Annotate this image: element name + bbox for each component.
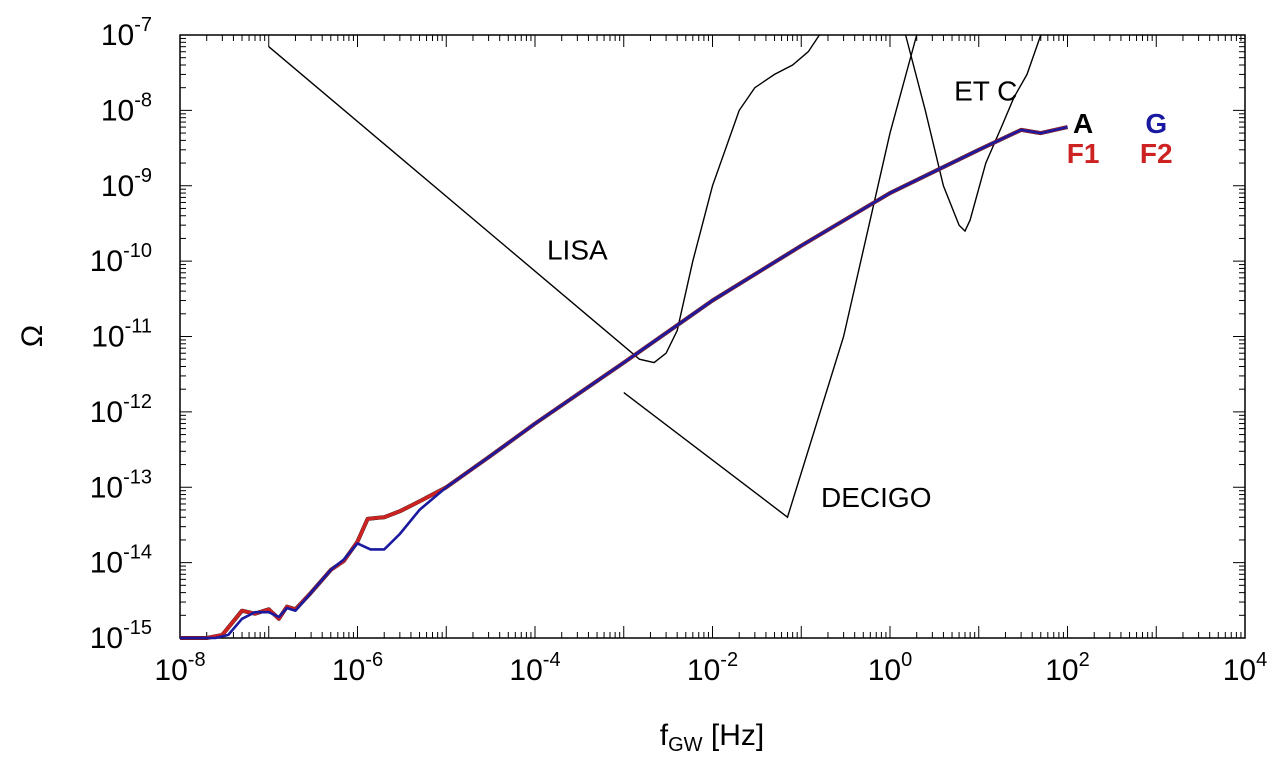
tick-labels: 10-8 10-6 10-4 10-2 100 102 104 10-7 10-8 10-9 10-…	[90, 14, 1268, 687]
annotation-et-c: ET C	[954, 76, 1017, 107]
annotation-f1: F1	[1067, 138, 1100, 169]
x-axis-label: fGW [Hz]	[660, 719, 764, 756]
x-tick-label: 10-2	[687, 649, 738, 687]
curve-annotations: LISA DECIGO ET C A G F1 F2	[547, 76, 1173, 513]
x-tick-label: 10-8	[154, 649, 205, 687]
y-tick-label: 10-8	[101, 89, 152, 127]
y-axis-label: Ω	[16, 325, 49, 347]
y-tick-label: 10-13	[90, 466, 152, 504]
y-tick-label: 10-14	[90, 542, 152, 580]
annotation-a: A	[1073, 108, 1093, 139]
y-tick-label: 10-10	[90, 240, 152, 278]
sensitivity-curve-et-c	[904, 34, 1042, 233]
sensitivity-curve-lisa	[268, 34, 820, 364]
x-tick-label: 10-6	[332, 649, 383, 687]
annotation-g: G	[1145, 108, 1167, 139]
data-series	[180, 125, 1068, 640]
sensitivity-curves	[268, 34, 1042, 519]
y-tick-label: 10-9	[101, 165, 152, 203]
annotation-f2: F2	[1140, 138, 1173, 169]
y-tick-label: 10-12	[90, 391, 152, 429]
y-tick-label: 10-11	[91, 316, 152, 354]
axis-ticks	[179, 34, 1246, 639]
y-tick-label: 10-15	[90, 617, 152, 655]
x-tick-label: 100	[868, 649, 913, 687]
sensitivity-curve-decigo	[623, 34, 918, 519]
y-tick-label: 10-7	[101, 14, 152, 52]
x-tick-label: 102	[1045, 649, 1090, 687]
x-tick-label: 104	[1223, 649, 1268, 687]
x-tick-label: 10-4	[509, 649, 560, 687]
annotation-decigo: DECIGO	[821, 482, 931, 513]
series-line-g	[180, 125, 1068, 640]
annotation-lisa: LISA	[547, 235, 608, 266]
